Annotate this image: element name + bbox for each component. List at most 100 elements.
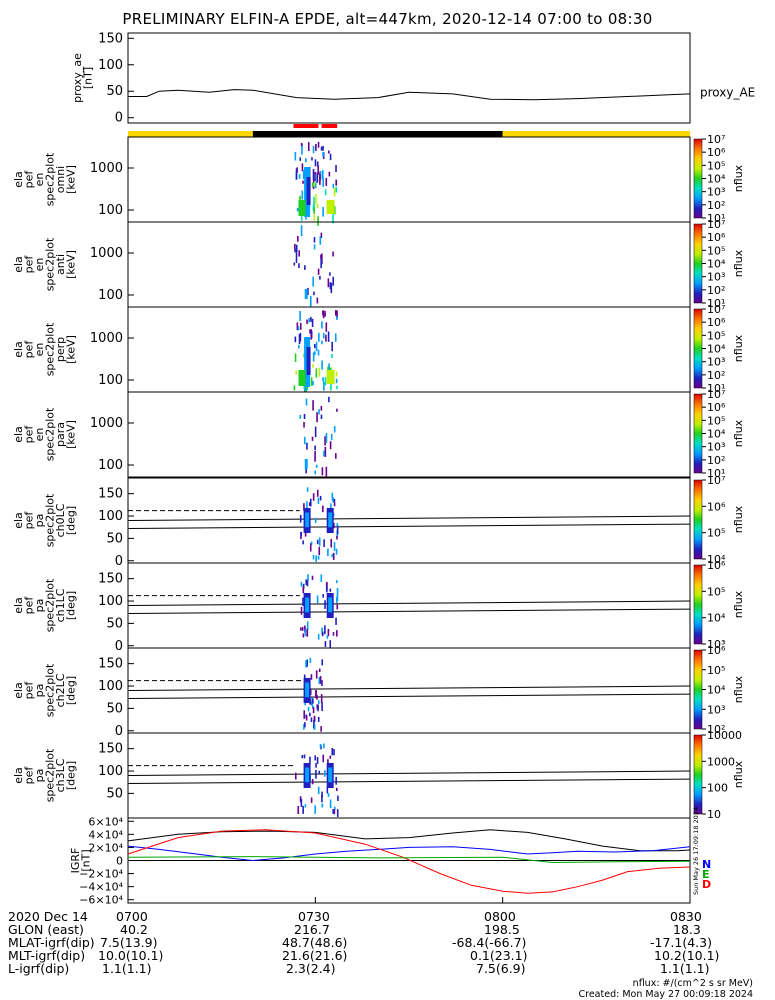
- spectrogram-cell: [315, 144, 317, 151]
- orbit-segment-night: [252, 131, 503, 137]
- spectrogram-cell: [306, 501, 308, 509]
- spectrogram-cell: [301, 626, 304, 631]
- en_omni-frame: [127, 136, 691, 223]
- spectrogram-cell: [318, 677, 321, 684]
- y-axis-label-line: [keV]: [64, 250, 77, 279]
- spectrogram-cell: [305, 715, 308, 721]
- spectrogram-cell: [307, 574, 309, 581]
- spectrogram-cell: [322, 505, 324, 513]
- colorbar-tick-label: 10¹: [707, 467, 725, 480]
- spectrogram-cell: [317, 786, 320, 795]
- footer-label: L-igrf(dip): [8, 961, 70, 976]
- y-tick-label: 100: [98, 679, 123, 694]
- igrf-series-ref: [127, 856, 691, 864]
- footer-value: 216.7: [294, 922, 330, 937]
- spectrogram-cell: [324, 436, 326, 446]
- spectrogram-cell: [336, 310, 338, 319]
- colorbar-tick-label: 10²: [707, 284, 725, 297]
- y-tick-label: −2×10⁴: [79, 868, 123, 881]
- footer-value: 7.5(6.9): [476, 961, 526, 976]
- spectrogram-cell: [333, 502, 336, 507]
- spectrogram-cell: [309, 498, 312, 507]
- spectrogram-cell: [330, 433, 333, 441]
- spectrogram-cell: [329, 282, 332, 290]
- footer-value: 0700: [116, 909, 148, 924]
- spectrogram-cell: [314, 445, 316, 451]
- y-axis-label-line: ela: [12, 426, 25, 443]
- colorbar-tick-label: 10⁷: [707, 474, 725, 487]
- spectrogram-cell: [313, 723, 316, 730]
- spectrogram-cell: [309, 688, 312, 695]
- y-tick-label: 0: [115, 724, 123, 739]
- spectrogram-cell: [336, 580, 338, 584]
- spectrogram-cell: [329, 153, 332, 161]
- colorbar-label: nflux: [732, 164, 745, 192]
- spectrogram-cell: [313, 182, 316, 187]
- y-axis-label-line: [deg]: [64, 761, 77, 790]
- y-axis-label-line: pef: [22, 681, 35, 700]
- colorbar-tick-label: 10⁴: [707, 684, 726, 697]
- footer-value: 10.2(10.1): [654, 948, 720, 963]
- y-axis-label-line: pef: [22, 255, 35, 274]
- y-tick-label: 100: [98, 509, 123, 524]
- spectrogram-cell: [322, 206, 324, 217]
- y-axis-label-line: ela: [12, 767, 25, 784]
- y-tick-label: 1000: [90, 161, 123, 176]
- spectrogram-cell: [325, 586, 328, 593]
- y-axis-label-line: pef: [22, 596, 35, 615]
- colorbar-tick-label: 10²: [707, 369, 725, 382]
- spectrogram-cell: [300, 531, 303, 536]
- footer-value: -17.1(4.3): [650, 935, 712, 950]
- spectrogram-cell: [322, 754, 325, 763]
- spectrogram-cell: [316, 297, 319, 304]
- colorbar-label: nflux: [732, 419, 745, 447]
- spectrogram-cell: [324, 641, 327, 647]
- y-axis-label-line: pa: [33, 599, 46, 613]
- colorbar-label-group: nflux: [732, 164, 745, 192]
- spectrogram-cell: [314, 450, 316, 462]
- colorbar-tick-label: 10⁵: [707, 664, 725, 677]
- colorbar: [693, 308, 703, 389]
- spectrogram-cell: [322, 178, 325, 187]
- spectrogram-cell: [311, 157, 313, 161]
- spectrogram-cell: [298, 200, 306, 216]
- spectrogram-cell: [304, 265, 306, 270]
- spectrogram-cell: [335, 378, 338, 384]
- y-tick-label: 100: [98, 458, 123, 473]
- spectrogram-cell: [326, 786, 329, 794]
- y-axis-label-line: ela: [12, 512, 25, 529]
- footer-value: 1.1(1.1): [102, 961, 152, 976]
- y-axis-label-line: [nT]: [81, 67, 94, 89]
- y-axis-label-line: spec2plot: [43, 748, 56, 802]
- y-tick-label: 0: [115, 639, 123, 654]
- colorbar-tick-label: 10⁶: [707, 401, 726, 414]
- y-axis-label-line: ela: [12, 597, 25, 614]
- spectrogram-cell: [306, 487, 309, 492]
- spectrogram-cell: [326, 370, 335, 384]
- colorbar-tick-label: 10⁵: [707, 159, 725, 172]
- proxy-ae-ylabel: proxy_ae[nT]: [71, 53, 95, 103]
- spectrogram-cell: [325, 322, 328, 332]
- spectrogram-cell: [311, 436, 314, 441]
- spectrogram-cell: [316, 695, 318, 700]
- spectrogram-cell: [331, 748, 334, 756]
- spectrogram-cell: [298, 370, 306, 386]
- y-axis-label-line: en: [33, 258, 46, 272]
- pa_ch2-frame: [127, 647, 691, 734]
- spectrogram-cell: [313, 716, 316, 723]
- spectrogram-cell: [324, 311, 326, 317]
- en_para-frame: [127, 391, 691, 478]
- colorbar-tick-label: 1000: [707, 755, 735, 768]
- spectrogram-cell: [297, 326, 300, 331]
- spectrogram-cell: [322, 332, 325, 339]
- spectrogram-cell: [303, 413, 306, 420]
- spectrogram-cell: [335, 316, 338, 320]
- spectrogram-cell: [318, 409, 320, 415]
- spectrogram-cell: [323, 539, 325, 547]
- spectrogram-cell: [321, 627, 323, 635]
- spectrogram-cell: [300, 225, 303, 237]
- y-tick-label: 50: [106, 786, 123, 801]
- spectrogram-cell: [328, 363, 330, 373]
